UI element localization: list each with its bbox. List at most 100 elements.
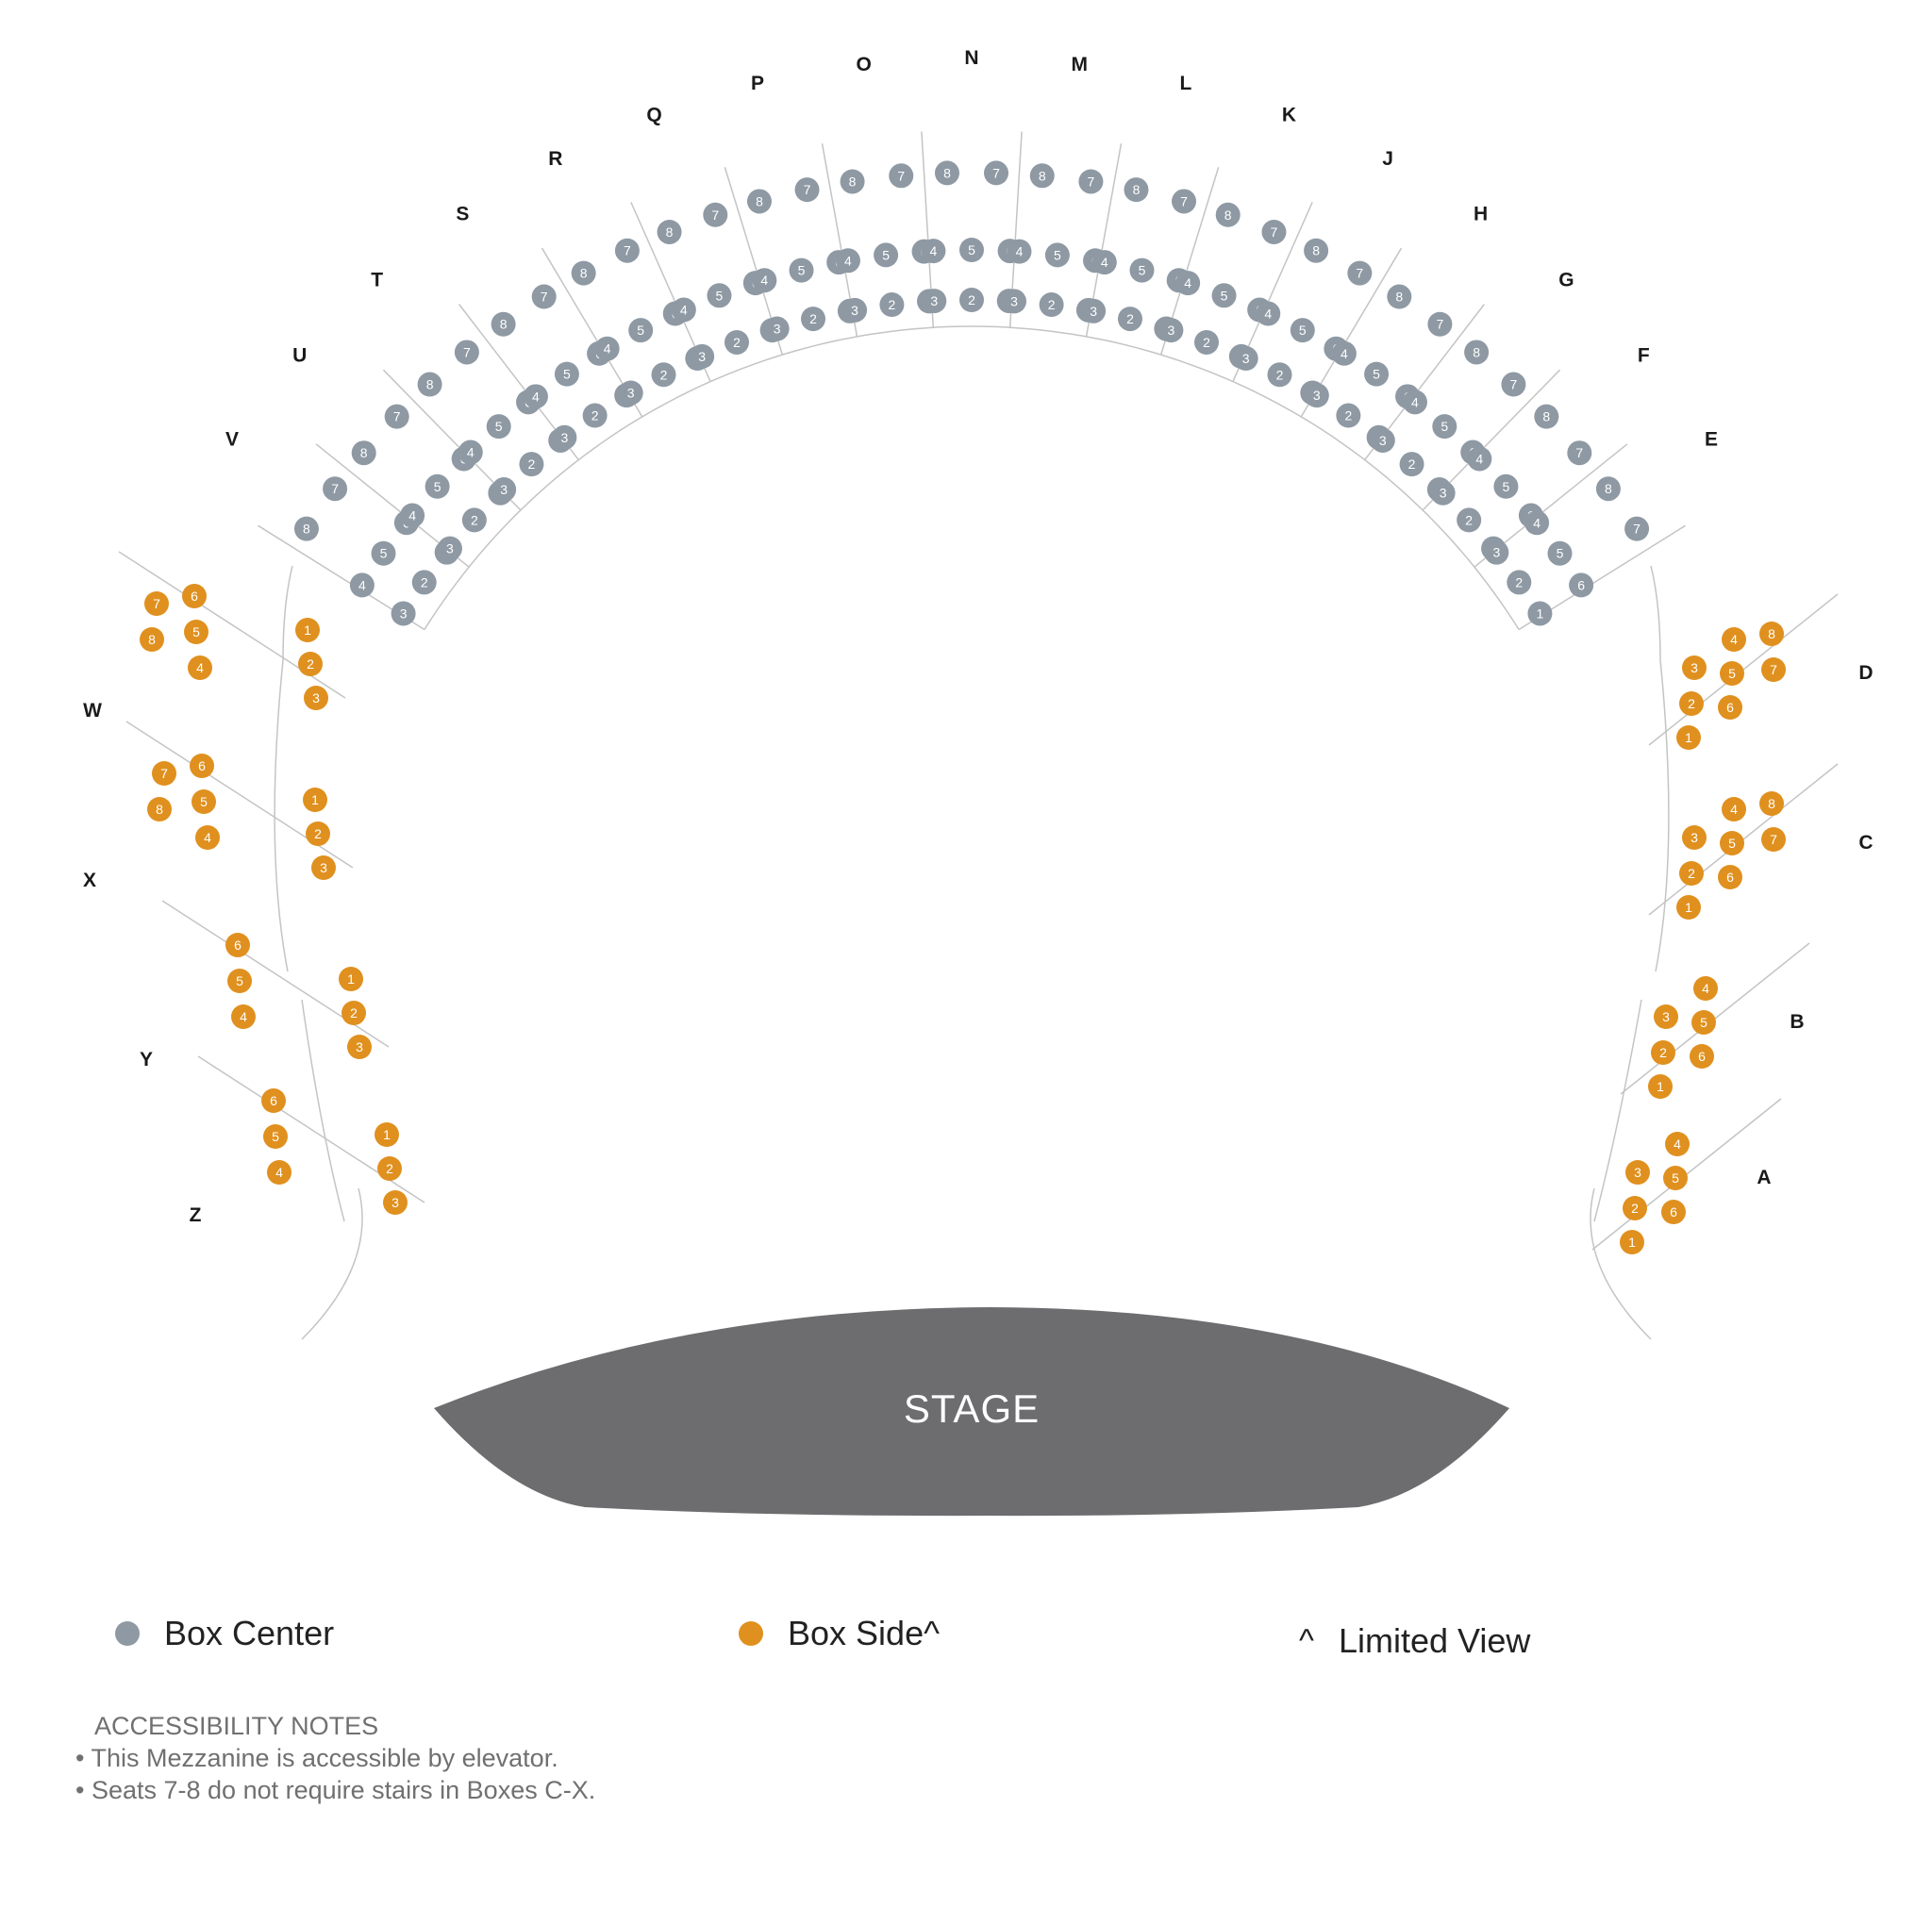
seat[interactable]: 5 — [554, 361, 579, 387]
seat[interactable]: 1 — [295, 618, 320, 642]
seat[interactable]: 7 — [323, 476, 348, 502]
seat[interactable]: 5 — [1364, 361, 1390, 387]
seat[interactable]: 5 — [628, 318, 654, 343]
seat[interactable]: 4 — [267, 1160, 291, 1185]
seat[interactable]: 3 — [1304, 383, 1329, 408]
seat[interactable]: 7 — [1261, 219, 1287, 244]
seat[interactable]: 6 — [1569, 572, 1594, 598]
seat[interactable]: 7 — [531, 284, 557, 309]
seat[interactable]: 7 — [144, 591, 169, 616]
seat[interactable]: 8 — [147, 797, 172, 821]
seat[interactable]: 7 — [1501, 372, 1526, 397]
seat[interactable]: 8 — [1759, 622, 1784, 646]
seat[interactable]: 8 — [351, 440, 376, 466]
seat[interactable]: 4 — [458, 440, 483, 465]
seat[interactable]: 6 — [261, 1088, 286, 1113]
seat[interactable]: 7 — [1761, 657, 1786, 682]
seat[interactable]: 2 — [1651, 1040, 1675, 1065]
seat[interactable]: 8 — [657, 219, 682, 244]
seat[interactable]: 7 — [794, 177, 820, 203]
seat[interactable]: 6 — [182, 584, 207, 608]
seat[interactable]: 4 — [1256, 301, 1281, 326]
seat[interactable]: 3 — [690, 343, 715, 369]
seat[interactable]: 8 — [1464, 340, 1490, 365]
seat[interactable]: 5 — [1547, 540, 1573, 566]
seat[interactable]: 5 — [184, 620, 208, 644]
seat[interactable]: 5 — [1290, 318, 1315, 343]
seat[interactable]: 5 — [959, 238, 984, 262]
seat[interactable]: 5 — [1493, 473, 1519, 499]
seat[interactable]: 3 — [1158, 318, 1184, 343]
seat[interactable]: 3 — [383, 1190, 408, 1215]
seat[interactable]: 3 — [1233, 346, 1258, 372]
seat[interactable]: 3 — [1081, 298, 1107, 324]
seat[interactable]: 3 — [1001, 289, 1026, 314]
seat[interactable]: 2 — [461, 507, 487, 533]
seat[interactable]: 3 — [1682, 655, 1707, 680]
seat[interactable]: 8 — [1029, 163, 1055, 189]
seat[interactable]: 5 — [1720, 831, 1744, 855]
seat[interactable]: 5 — [227, 969, 252, 993]
seat[interactable]: 4 — [1722, 797, 1746, 821]
seat[interactable]: 5 — [707, 283, 732, 308]
seat[interactable]: 7 — [1567, 440, 1592, 466]
seat[interactable]: 6 — [1661, 1200, 1686, 1224]
seat[interactable]: 4 — [523, 384, 548, 409]
seat[interactable]: 3 — [1682, 825, 1707, 850]
seat[interactable]: 2 — [298, 652, 323, 676]
seat[interactable]: 2 — [1679, 861, 1704, 886]
seat[interactable]: 4 — [1693, 976, 1718, 1001]
seat[interactable]: 4 — [1467, 446, 1492, 472]
seat[interactable]: 3 — [1430, 480, 1456, 506]
seat[interactable]: 4 — [1331, 340, 1357, 366]
seat[interactable]: 7 — [1172, 189, 1197, 214]
seat[interactable]: 5 — [1720, 661, 1744, 686]
seat[interactable]: 4 — [400, 503, 425, 528]
seat[interactable]: 7 — [152, 761, 176, 786]
seat[interactable]: 3 — [764, 316, 790, 341]
seat[interactable]: 2 — [1679, 691, 1704, 716]
seat[interactable]: 7 — [614, 238, 640, 263]
seat[interactable]: 4 — [195, 825, 220, 850]
seat[interactable]: 4 — [231, 1004, 256, 1029]
seat[interactable]: 7 — [1761, 827, 1786, 852]
seat[interactable]: 8 — [491, 311, 516, 337]
seat[interactable]: 3 — [491, 477, 517, 503]
seat[interactable]: 3 — [618, 380, 643, 406]
seat[interactable]: 3 — [311, 855, 336, 880]
seat[interactable]: 4 — [752, 268, 777, 293]
seat[interactable]: 6 — [1718, 695, 1742, 720]
seat[interactable]: 7 — [454, 340, 479, 365]
seat[interactable]: 1 — [1527, 601, 1553, 626]
seat[interactable]: 3 — [842, 297, 868, 323]
seat[interactable]: 8 — [293, 516, 319, 541]
seat[interactable]: 2 — [1194, 329, 1220, 355]
seat[interactable]: 3 — [922, 289, 947, 314]
seat[interactable]: 7 — [1078, 169, 1104, 194]
seat[interactable]: 5 — [1211, 283, 1237, 308]
seat[interactable]: 8 — [746, 189, 772, 214]
seat[interactable]: 1 — [1648, 1074, 1673, 1099]
seat[interactable]: 2 — [801, 307, 826, 332]
seat[interactable]: 4 — [349, 572, 375, 598]
seat[interactable]: 1 — [375, 1122, 399, 1147]
seat[interactable]: 8 — [1304, 238, 1329, 263]
seat[interactable]: 2 — [1267, 362, 1292, 388]
seat[interactable]: 3 — [437, 536, 462, 561]
seat[interactable]: 4 — [921, 239, 946, 264]
seat[interactable]: 5 — [1129, 257, 1155, 283]
seat[interactable]: 5 — [192, 789, 216, 814]
seat[interactable]: 2 — [1399, 452, 1424, 477]
seat[interactable]: 4 — [1722, 627, 1746, 652]
seat[interactable]: 7 — [1347, 260, 1373, 286]
seat[interactable]: 8 — [1387, 284, 1412, 309]
seat[interactable]: 8 — [1595, 476, 1621, 502]
seat[interactable]: 4 — [1524, 510, 1550, 536]
seat[interactable]: 1 — [1676, 895, 1701, 920]
seat[interactable]: 2 — [411, 570, 437, 595]
seat[interactable]: 8 — [840, 169, 865, 194]
seat[interactable]: 2 — [1623, 1196, 1647, 1220]
seat[interactable]: 3 — [1484, 539, 1509, 565]
seat[interactable]: 2 — [959, 288, 984, 312]
seat[interactable]: 3 — [552, 424, 577, 450]
